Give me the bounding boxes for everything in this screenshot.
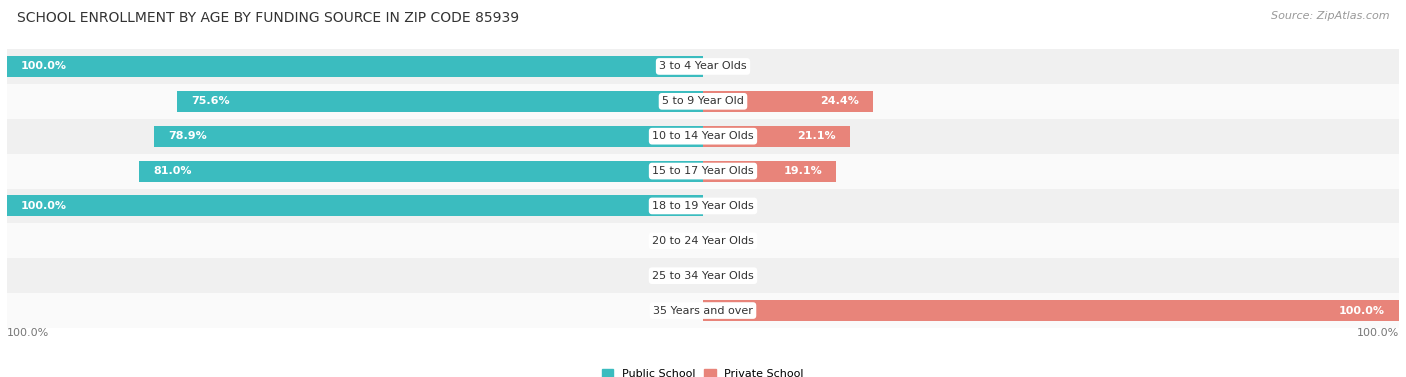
Text: 3 to 4 Year Olds: 3 to 4 Year Olds <box>659 61 747 72</box>
Bar <box>153 126 703 147</box>
Text: 21.1%: 21.1% <box>797 131 837 141</box>
Bar <box>7 195 703 216</box>
Text: SCHOOL ENROLLMENT BY AGE BY FUNDING SOURCE IN ZIP CODE 85939: SCHOOL ENROLLMENT BY AGE BY FUNDING SOUR… <box>17 11 519 25</box>
Legend: Public School, Private School: Public School, Private School <box>598 365 808 377</box>
Bar <box>7 258 1399 293</box>
Bar <box>7 49 1399 84</box>
Text: 20 to 24 Year Olds: 20 to 24 Year Olds <box>652 236 754 246</box>
Bar <box>703 91 873 112</box>
Text: 5 to 9 Year Old: 5 to 9 Year Old <box>662 96 744 106</box>
Text: 0.0%: 0.0% <box>717 236 748 246</box>
Text: 18 to 19 Year Olds: 18 to 19 Year Olds <box>652 201 754 211</box>
Bar <box>703 161 837 181</box>
Text: 0.0%: 0.0% <box>658 305 689 316</box>
Text: 100.0%: 100.0% <box>1357 328 1399 338</box>
Bar <box>7 293 1399 328</box>
Text: 0.0%: 0.0% <box>717 271 748 281</box>
Text: 35 Years and over: 35 Years and over <box>652 305 754 316</box>
Text: 19.1%: 19.1% <box>783 166 823 176</box>
Text: 100.0%: 100.0% <box>7 328 49 338</box>
Text: Source: ZipAtlas.com: Source: ZipAtlas.com <box>1271 11 1389 21</box>
Bar <box>7 119 1399 154</box>
Text: 24.4%: 24.4% <box>820 96 859 106</box>
Text: 15 to 17 Year Olds: 15 to 17 Year Olds <box>652 166 754 176</box>
Text: 100.0%: 100.0% <box>21 61 67 72</box>
Text: 81.0%: 81.0% <box>153 166 191 176</box>
Text: 78.9%: 78.9% <box>167 131 207 141</box>
Text: 100.0%: 100.0% <box>21 201 67 211</box>
Text: 0.0%: 0.0% <box>717 201 748 211</box>
Text: 0.0%: 0.0% <box>658 236 689 246</box>
Text: 0.0%: 0.0% <box>717 61 748 72</box>
Bar <box>7 188 1399 223</box>
Text: 75.6%: 75.6% <box>191 96 229 106</box>
Bar <box>7 84 1399 119</box>
Bar <box>177 91 703 112</box>
Bar <box>7 154 1399 188</box>
Text: 10 to 14 Year Olds: 10 to 14 Year Olds <box>652 131 754 141</box>
Text: 100.0%: 100.0% <box>1339 305 1385 316</box>
Bar <box>139 161 703 181</box>
Text: 0.0%: 0.0% <box>658 271 689 281</box>
Bar <box>7 223 1399 258</box>
Text: 25 to 34 Year Olds: 25 to 34 Year Olds <box>652 271 754 281</box>
Bar <box>7 56 703 77</box>
Bar <box>703 126 849 147</box>
Bar <box>703 300 1399 321</box>
